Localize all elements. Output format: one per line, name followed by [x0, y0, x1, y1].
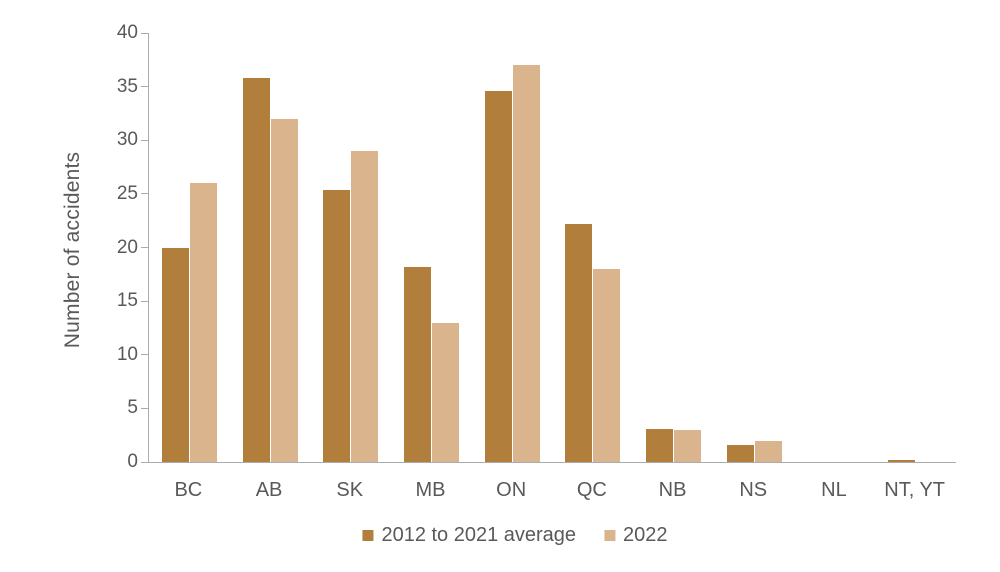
y-axis-tick — [141, 461, 149, 463]
bar-2022-nb — [674, 429, 702, 462]
bar-2022-ab — [270, 118, 298, 462]
bar-2012-to-2021-average-nt-yt — [888, 459, 916, 462]
x-axis-label-mb: MB — [415, 479, 446, 501]
legend-item-2022: 2022 — [604, 523, 668, 547]
y-axis-tick — [141, 407, 149, 409]
bar-2022-qc — [593, 268, 621, 462]
x-axis-label-ab: AB — [255, 479, 283, 501]
bar-2022-sk — [351, 150, 379, 462]
legend: 2012 to 2021 average 2022 — [362, 523, 668, 547]
legend-swatch-2012-to-2021-average — [362, 530, 374, 541]
bar-2022-ns — [754, 440, 782, 462]
bar-2012-to-2021-average-sk — [323, 189, 351, 462]
legend-item-2012-to-2021-average: 2012 to 2021 average — [362, 523, 576, 547]
y-axis-tick-label: 35 — [116, 75, 138, 97]
x-axis-label-qc: QC — [576, 479, 607, 501]
bar-2012-to-2021-average-qc — [565, 223, 593, 462]
bar-2012-to-2021-average-mb — [403, 266, 431, 462]
x-axis-label-sk: SK — [336, 479, 364, 501]
bar-2022-on — [512, 65, 540, 462]
y-axis-tick-label: 5 — [127, 397, 138, 419]
x-axis-label-nl: NL — [821, 479, 847, 501]
legend-swatch-2022 — [604, 530, 616, 541]
bar-2012-to-2021-average-bc — [161, 247, 189, 462]
bar-2012-to-2021-average-ns — [726, 444, 754, 462]
y-axis-tick-label: 20 — [116, 236, 138, 258]
x-axis-label-nb: NB — [658, 479, 687, 501]
y-axis-tick-label: 40 — [116, 22, 138, 43]
y-axis-tick-label: 0 — [127, 451, 138, 472]
y-axis-tick — [141, 193, 149, 195]
y-axis-tick — [141, 139, 149, 141]
y-axis-tick — [141, 247, 149, 248]
plot-area — [141, 32, 956, 463]
y-axis-tick-label: 30 — [116, 129, 138, 151]
y-axis-tick-label: 15 — [116, 290, 138, 312]
y-axis-tick-label: 10 — [116, 343, 138, 365]
y-axis-tick — [141, 32, 149, 34]
bar-2022-mb — [431, 322, 459, 462]
bar-2012-to-2021-average-on — [484, 90, 512, 462]
x-axis-label-bc: BC — [174, 479, 203, 501]
legend-label: 2022 — [623, 524, 668, 546]
y-axis-tick-label: 25 — [116, 182, 138, 204]
y-axis-tick — [141, 354, 149, 356]
bar-2012-to-2021-average-nb — [646, 428, 674, 462]
x-axis-label-on: ON — [496, 479, 527, 501]
y-axis-tick — [141, 86, 149, 88]
x-axis-label-nt-yt: NT, YT — [884, 479, 946, 501]
bar-2022-bc — [189, 183, 217, 462]
legend-label: 2012 to 2021 average — [381, 524, 577, 546]
x-axis-label-ns: NS — [739, 479, 768, 501]
y-axis-tick — [141, 300, 149, 302]
bar-2012-to-2021-average-ab — [242, 78, 270, 462]
